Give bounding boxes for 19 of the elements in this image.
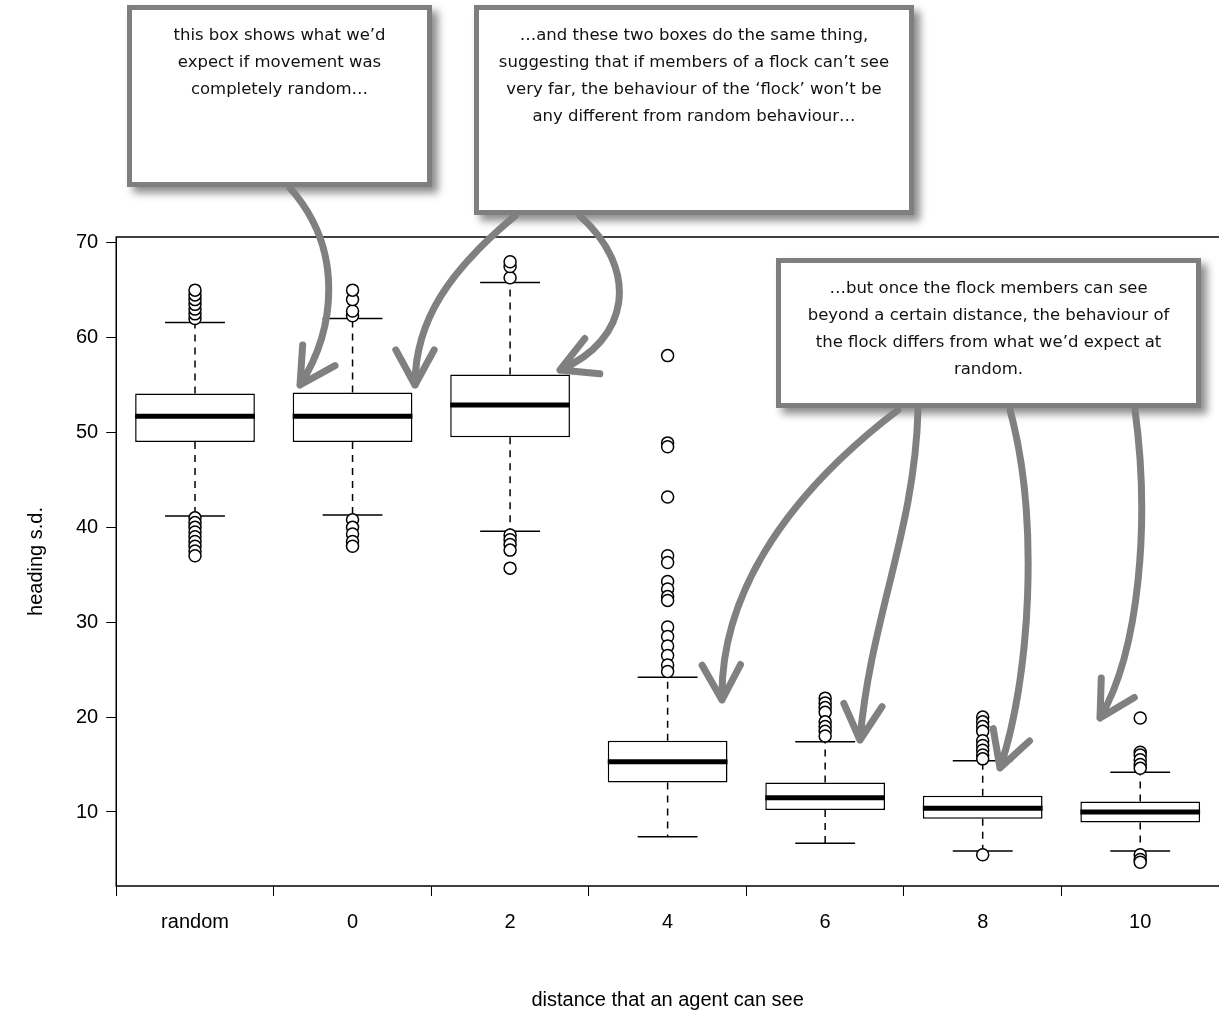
y-tick-label: 50 <box>76 419 99 442</box>
y-tick-label: 40 <box>76 514 99 537</box>
y-tick-label: 20 <box>76 704 99 727</box>
y-axis-title: heading s.d. <box>23 507 46 616</box>
x-tick-label: 4 <box>662 909 674 932</box>
y-tick-label: 70 <box>76 230 99 253</box>
x-tick-label: 2 <box>504 909 516 932</box>
annotation: …but once the flock members can see beyond a certain distance, the behaviour of the flock differs from what we’d expect at random. <box>806 277 1171 380</box>
y-tick-label: 10 <box>76 799 99 822</box>
x-tick-label: random <box>161 909 229 932</box>
x-tick-label: 0 <box>346 909 359 932</box>
text: this box shows what we’d expect if movement was completely random… <box>172 24 387 100</box>
text: …and these two boxes do the same thing, suggesting that if members of a flock can’t see very far, the behaviour of the ‘flock’ won’t be any different from random behaviour… <box>497 24 891 127</box>
x-tick-label: 6 <box>819 909 831 932</box>
y-tick-label: 30 <box>76 609 99 632</box>
y-tick-label: 60 <box>76 325 99 348</box>
x-tick-label: 10 <box>1129 909 1152 932</box>
x-axis-title: distance that an agent can see <box>531 987 804 1010</box>
x-tick-label: 8 <box>977 909 989 932</box>
